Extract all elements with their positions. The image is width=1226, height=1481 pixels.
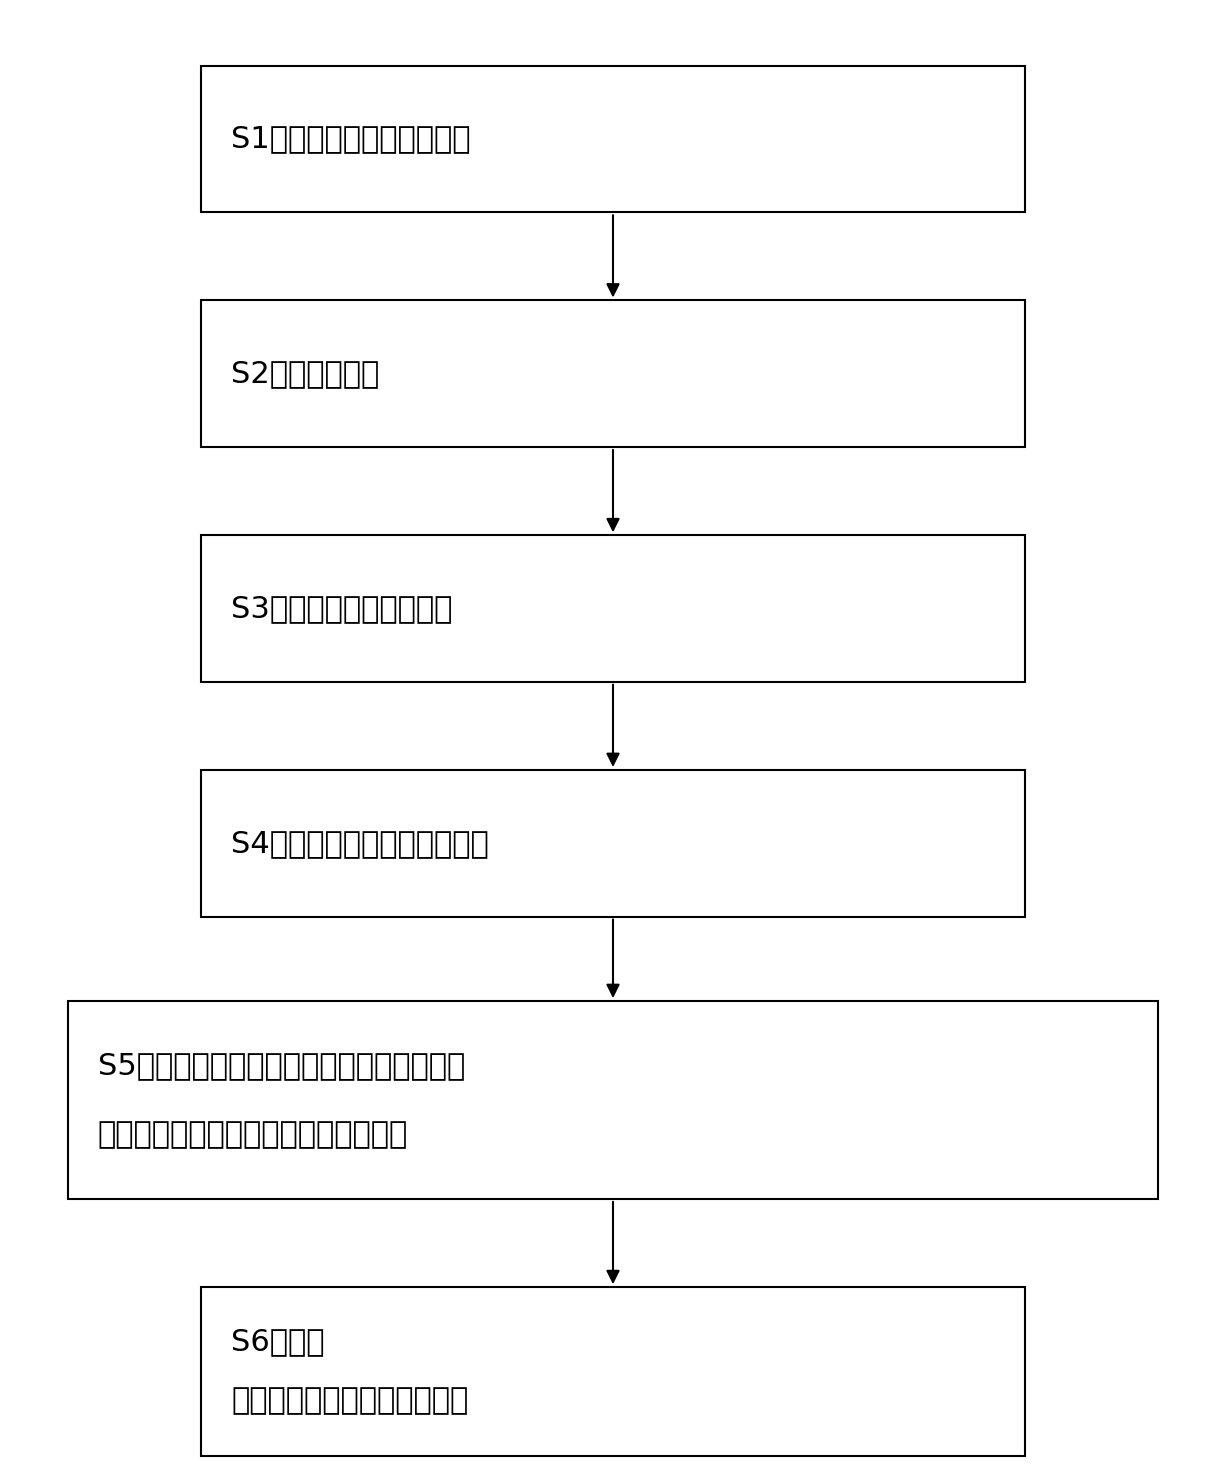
Text: 制冷剂在冷冻机油中的溶解度: 制冷剂在冷冻机油中的溶解度 [232, 1386, 468, 1416]
Text: S4：调控釜腔温度并保持恒温: S4：调控釜腔温度并保持恒温 [232, 829, 489, 857]
FancyBboxPatch shape [67, 1001, 1159, 1200]
FancyBboxPatch shape [201, 301, 1025, 447]
Text: S6：计算: S6：计算 [232, 1327, 325, 1357]
Text: S1：在釜腔中加入冷冻机油: S1：在釜腔中加入冷冻机油 [232, 124, 471, 154]
Text: S2：抽真空处理: S2：抽真空处理 [232, 360, 379, 388]
Text: 液体的密度，以及釜腔内的温度和压力: 液体的密度，以及釜腔内的温度和压力 [98, 1120, 408, 1149]
Text: S5：待釜腔内达到气液相平衡，测量釜腔内: S5：待釜腔内达到气液相平衡，测量釜腔内 [98, 1052, 465, 1080]
FancyBboxPatch shape [201, 770, 1025, 917]
FancyBboxPatch shape [201, 1287, 1025, 1456]
Text: S3：向釜腔中注入制冷剂: S3：向釜腔中注入制冷剂 [232, 594, 452, 624]
FancyBboxPatch shape [201, 535, 1025, 681]
FancyBboxPatch shape [201, 65, 1025, 212]
